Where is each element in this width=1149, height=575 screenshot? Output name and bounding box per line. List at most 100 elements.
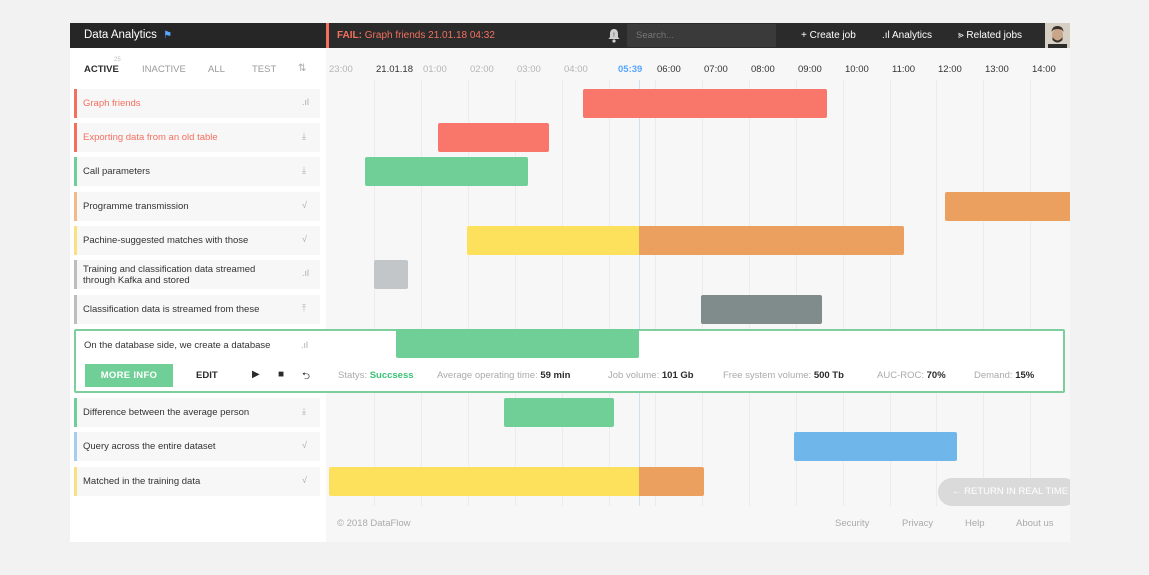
job-label: Call parameters [83, 166, 151, 177]
check-icon[interactable]: √ [302, 234, 307, 244]
grid-line [609, 80, 610, 506]
job-row-query-dataset[interactable]: Query across the entire dataset √ [74, 432, 320, 461]
hour-label: 13:00 [985, 64, 1009, 75]
demand-stat: Demand: 15% [974, 370, 1034, 381]
grid-line [983, 80, 984, 506]
footer-link-security[interactable]: Security [835, 518, 870, 529]
job-bar-classification-streamed[interactable] [701, 295, 822, 324]
stat-label: Average operating time: [437, 370, 538, 381]
download-icon[interactable]: ⤓ [302, 165, 306, 175]
download-icon[interactable]: ⤓ [302, 406, 306, 416]
job-row-graph-friends[interactable]: Graph friends .ıl [74, 89, 320, 118]
hour-label: 10:00 [845, 64, 869, 75]
check-icon[interactable]: √ [302, 440, 307, 450]
footer-link-privacy[interactable]: Privacy [902, 518, 934, 529]
more-info-button[interactable]: MORE INFO [85, 364, 173, 387]
analytics-link[interactable]: .ıl Analytics [882, 30, 933, 41]
job-bar-exporting-data[interactable] [438, 123, 549, 152]
avg-time-stat: Average operating time: 59 min [437, 370, 570, 381]
job-label: Graph friends [83, 98, 141, 109]
job-bar-query-dataset[interactable] [794, 432, 957, 461]
job-label: Classification data is streamed from the… [83, 304, 260, 315]
svg-text:!: ! [613, 33, 615, 39]
job-row-exporting-data[interactable]: Exporting data from an old table ⤓ [74, 123, 320, 152]
create-job-link[interactable]: + Create job [801, 30, 856, 41]
user-avatar-icon [1045, 23, 1070, 48]
job-row-training-classification[interactable]: Training and classification data streame… [74, 260, 320, 289]
hour-label: 07:00 [704, 64, 728, 75]
stat-label: AUC-ROC: [877, 370, 924, 381]
job-bar-matched-training-planned[interactable] [639, 467, 704, 496]
job-row-matched-training[interactable]: Matched in the training data √ [74, 467, 320, 496]
grid-line [890, 80, 891, 506]
sort-icon[interactable]: ⇅ [298, 63, 307, 74]
job-row-pachine-suggested[interactable]: Pachine-suggested matches with those √ [74, 226, 320, 255]
hour-label: 23:00 [329, 64, 353, 75]
grid-line [1030, 80, 1031, 506]
tab-inactive[interactable]: INACTIVE [142, 64, 186, 75]
job-bar-matched-training-done[interactable] [329, 467, 639, 496]
job-bar-difference-average[interactable] [504, 398, 614, 427]
job-row-difference-average[interactable]: Difference between the average person ⤓ [74, 398, 320, 427]
brand[interactable]: Data Analytics ⚑ [70, 23, 326, 48]
fail-alert[interactable]: FAIL: Graph friends 21.01.18 04:32 [326, 23, 495, 48]
job-bar-call-parameters[interactable] [365, 157, 528, 186]
free-volume-stat: Free system volume: 500 Tb [723, 370, 844, 381]
footer-link-about[interactable]: About us [1016, 518, 1054, 529]
stat-label: Job volume: [608, 370, 660, 381]
job-label: Training and classification data streame… [83, 263, 256, 286]
job-bar-training-classification[interactable] [374, 260, 408, 289]
download-icon[interactable]: ⤓ [302, 131, 306, 141]
grid-line [421, 80, 422, 506]
fail-prefix: FAIL: [337, 30, 362, 41]
edit-button[interactable]: EDIT [196, 370, 218, 381]
job-bar-database-side[interactable] [396, 329, 639, 358]
tab-badge: 25 [114, 57, 121, 63]
stat-value: 101 Gb [661, 370, 694, 381]
bar-chart-icon[interactable]: .ıl [301, 340, 309, 350]
job-label: Query across the entire dataset [83, 441, 216, 452]
hour-label: 04:00 [564, 64, 588, 75]
top-bar: Data Analytics ⚑ FAIL: Graph friends 21.… [70, 23, 1070, 48]
upload-icon[interactable]: ⤒ [302, 303, 306, 313]
stat-label: Free system volume: [723, 370, 812, 381]
job-bar-programme-transmission[interactable] [945, 192, 1070, 221]
grid-line [468, 80, 469, 506]
job-bar-pachine-suggested-planned[interactable] [639, 226, 904, 255]
job-row-call-parameters[interactable]: Call parameters ⤓ [74, 157, 320, 186]
repeat-icon[interactable]: ⮌ [302, 371, 311, 382]
bar-chart-icon[interactable]: .ıl [302, 268, 310, 278]
job-tabs: ACTIVE 25 INACTIVE ALL TEST ⇅ [70, 48, 326, 90]
return-real-time-button[interactable]: ← RETURN IN REAL TIME [938, 478, 1070, 506]
play-icon[interactable]: ▶ [252, 369, 260, 380]
copyright: © 2018 DataFlow [337, 518, 411, 529]
job-bar-graph-friends[interactable] [583, 89, 827, 118]
job-label: Exporting data from an old table [83, 132, 218, 143]
hour-label: 03:00 [517, 64, 541, 75]
bar-chart-icon[interactable]: .ıl [302, 97, 310, 107]
job-row-programme-transmission[interactable]: Programme transmission √ [74, 192, 320, 221]
stat-value: 500 Tb [813, 370, 844, 381]
tab-active[interactable]: ACTIVE [84, 64, 119, 75]
tab-all[interactable]: ALL [208, 64, 225, 75]
hour-label: 06:00 [657, 64, 681, 75]
grid-line [702, 80, 703, 506]
check-icon[interactable]: √ [302, 200, 307, 210]
check-icon[interactable]: √ [302, 475, 307, 485]
grid-line [749, 80, 750, 506]
app-frame: Data Analytics ⚑ FAIL: Graph friends 21.… [70, 23, 1070, 542]
status-stat: Statys: Succsess [338, 370, 414, 381]
auc-roc-stat: AUC-ROC: 70% [877, 370, 946, 381]
related-jobs-link[interactable]: ⪢ Related jobs [958, 30, 1023, 41]
bell-icon[interactable]: ! [607, 28, 621, 43]
search-input[interactable] [627, 24, 776, 47]
stop-icon[interactable]: ■ [278, 369, 285, 380]
tab-test[interactable]: TEST [252, 64, 277, 75]
job-bar-pachine-suggested-done[interactable] [467, 226, 639, 255]
footer-link-help[interactable]: Help [965, 518, 985, 529]
avatar[interactable] [1045, 23, 1070, 48]
stat-label: Demand: [974, 370, 1013, 381]
fail-text: Graph friends 21.01.18 04:32 [364, 30, 495, 41]
job-row-classification-streamed[interactable]: Classification data is streamed from the… [74, 295, 320, 324]
grid-line [843, 80, 844, 506]
